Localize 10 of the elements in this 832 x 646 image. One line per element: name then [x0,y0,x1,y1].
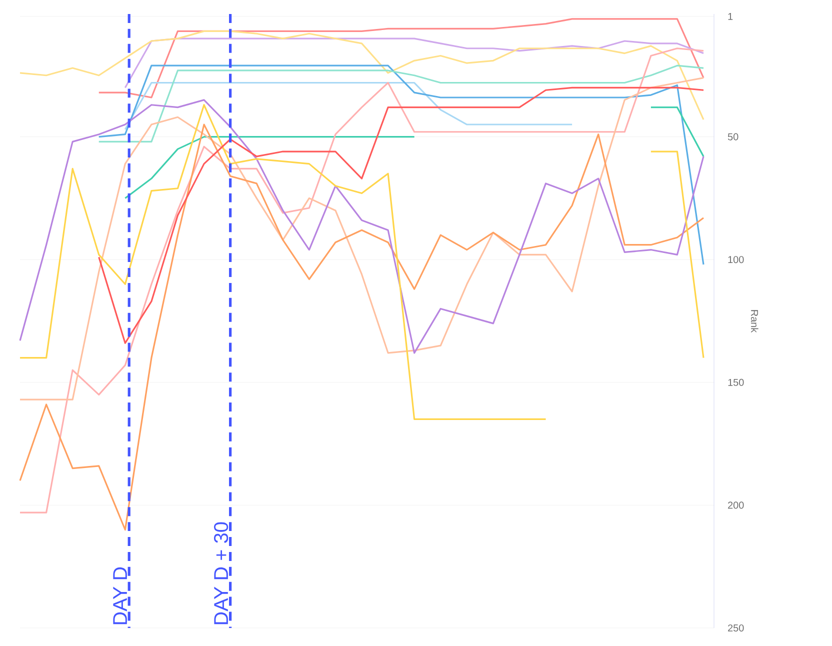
y-tick-label: 150 [728,378,744,386]
annotation: DAY D [113,567,127,624]
y-tick-label: 100 [728,256,744,264]
y-tick-label: 50 [728,133,738,140]
y-tick-label: 200 [728,502,744,509]
y-tick-label: 1 [728,13,733,20]
annotation: DAY D + 30 [214,522,228,624]
y-tick-label: 250 [728,624,744,632]
line-series [19,99,704,354]
y-axis-title: Rank [750,310,758,333]
